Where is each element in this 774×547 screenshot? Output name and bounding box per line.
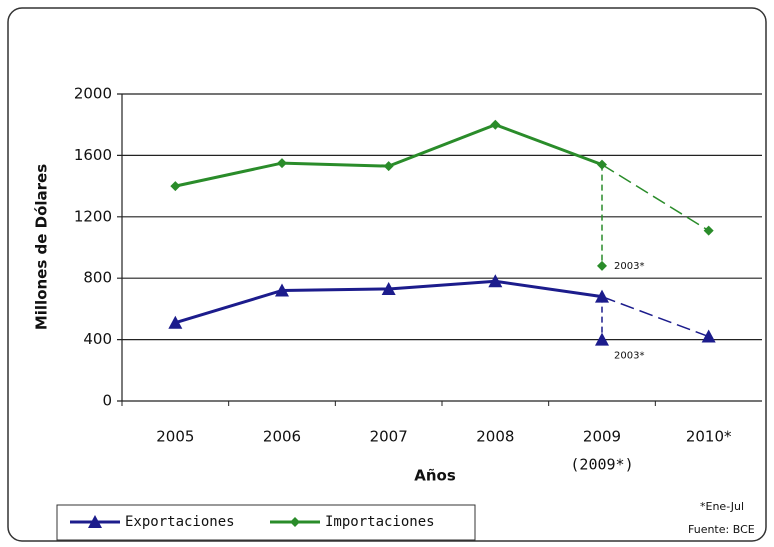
partial-point — [595, 332, 609, 346]
x-tick-sublabel: (2009*) — [570, 456, 633, 474]
x-tick-label: 2008 — [476, 428, 514, 446]
legend-label: Importaciones — [325, 514, 435, 530]
legend-box — [56, 504, 476, 541]
legend-marker — [88, 515, 102, 528]
x-axis-label: Años — [414, 467, 456, 485]
legend-label: Exportaciones — [125, 514, 235, 530]
data-point — [277, 158, 287, 169]
partial-label: 2003* — [614, 351, 644, 362]
x-tick-label: 2007 — [370, 428, 408, 446]
x-tick-label: 2010* — [686, 428, 732, 446]
data-point — [275, 283, 289, 297]
x-tick-label: 2005 — [156, 428, 194, 446]
data-point — [383, 161, 394, 172]
data-point — [701, 329, 716, 343]
data-point — [170, 181, 181, 192]
note: Fuente: BCE — [688, 523, 755, 536]
y-tick-label: 1200 — [74, 207, 112, 225]
y-tick-label: 1600 — [74, 146, 112, 164]
partial-point — [597, 260, 607, 271]
data-point — [168, 315, 183, 329]
note: *Ene-Jul — [700, 500, 744, 513]
series-line-dashed — [601, 163, 710, 232]
y-tick-label: 0 — [102, 392, 112, 410]
x-tick-label: 2006 — [263, 428, 301, 446]
y-tick-label: 800 — [83, 269, 112, 287]
y-axis-label: Millones de Dólares — [33, 164, 51, 330]
legend-marker — [290, 517, 300, 527]
y-tick-label: 400 — [83, 330, 112, 348]
data-point — [595, 289, 609, 303]
data-point — [488, 274, 503, 288]
x-tick-label: 2009 — [583, 428, 621, 446]
data-point — [703, 225, 714, 236]
chart-frame — [7, 7, 767, 542]
data-point — [381, 281, 396, 295]
y-tick-label: 2000 — [74, 85, 112, 103]
partial-label: 2003* — [614, 261, 644, 272]
data-point — [490, 119, 501, 130]
